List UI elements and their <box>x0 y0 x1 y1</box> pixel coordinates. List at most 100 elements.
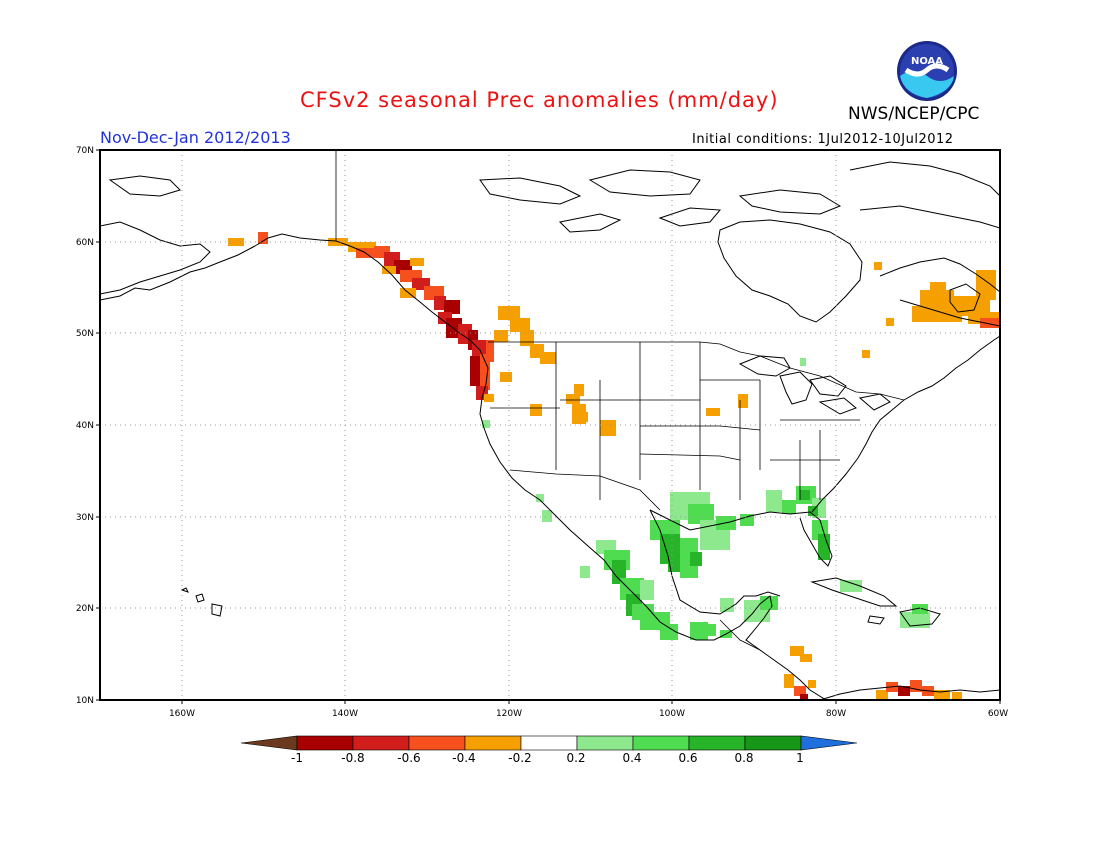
color-bar <box>240 735 858 751</box>
colorbar-label: -0.8 <box>341 751 364 765</box>
anomaly-cell-orange <box>574 384 584 396</box>
anomaly-cell-orange <box>808 680 816 688</box>
anomaly-cell-red <box>434 296 446 310</box>
colorbar-label: -0.2 <box>508 751 531 765</box>
anomaly-cell-orange <box>520 330 534 346</box>
colorbar-label: 0.6 <box>678 751 697 765</box>
anomaly-cell-light-green <box>800 358 806 366</box>
colorbar-label: 0.2 <box>566 751 585 765</box>
anomaly-cell-orange <box>530 404 542 416</box>
political-boundaries <box>335 150 905 651</box>
logo-text: NOAA <box>911 56 943 67</box>
anomaly-cell-orange <box>874 262 882 270</box>
anomaly-cell-orange <box>790 646 804 656</box>
colorbar-segment <box>296 735 354 751</box>
anomaly-cell-light-green <box>840 580 862 592</box>
colorbar-arrow-high <box>800 735 858 751</box>
agency-label: NWS/NCEP/CPC <box>848 104 980 124</box>
anomaly-cell-dark-green <box>690 552 702 566</box>
anomaly-cell-green <box>690 622 708 640</box>
anomaly-cell-orange <box>410 258 424 266</box>
anomaly-cell-orange <box>800 654 812 662</box>
anomaly-cell-orange <box>920 290 954 306</box>
anomaly-cell-light-green <box>640 580 654 600</box>
lat-label: 10N <box>76 696 94 706</box>
anomaly-cell-dark-green <box>668 552 682 572</box>
lon-label: 80W <box>826 709 846 719</box>
anomaly-cell-light-green <box>542 510 552 522</box>
lon-label: 60W <box>988 709 1008 719</box>
anomaly-cell-red <box>472 340 488 358</box>
lat-label: 50N <box>76 329 94 339</box>
noaa-logo-icon: NOAA <box>897 41 957 101</box>
lon-label: 100W <box>659 709 685 719</box>
anomaly-cell-orange <box>784 674 794 688</box>
anomaly-cell-orange <box>912 306 962 322</box>
colorbar-label: 0.8 <box>734 751 753 765</box>
colorbar-segment <box>744 735 802 751</box>
lon-label: 120W <box>496 709 522 719</box>
anomaly-cell-orange <box>862 350 870 358</box>
anomaly-cell-orange <box>952 692 962 700</box>
anomaly-cell-dark-green <box>818 534 830 560</box>
anomaly-cell-orange-red <box>480 354 490 390</box>
anomaly-cell-orange <box>382 266 396 274</box>
anomaly-cell-green <box>782 500 796 514</box>
anomaly-cell-green <box>760 596 778 610</box>
anomaly-cell-light-green <box>482 420 490 428</box>
anomaly-cell-green <box>912 604 928 614</box>
anomaly-cell-orange <box>498 306 520 320</box>
anomaly-cell-orange <box>494 330 508 342</box>
lat-label: 60N <box>76 238 94 248</box>
anomaly-cell-orange <box>484 394 494 402</box>
colorbar-segment <box>688 735 746 751</box>
lon-label: 160W <box>169 709 195 719</box>
anomaly-cell-orange <box>934 690 950 700</box>
chart-title: CFSv2 seasonal Prec anomalies (mm/day) <box>300 88 779 112</box>
lat-label: 20N <box>76 604 94 614</box>
colorbar-segment <box>576 735 634 751</box>
anomaly-cell-green <box>660 624 678 640</box>
anomaly-cell-light-green <box>766 490 782 512</box>
longitude-labels: 160W 140W 120W 100W 80W 60W <box>169 709 1008 719</box>
latitude-labels: 70N 60N 50N 40N 30N 20N 10N <box>76 146 94 706</box>
colorbar-arrow-low <box>240 735 298 751</box>
anomaly-cell-dark-green <box>800 490 810 500</box>
anomaly-cell-orange-red <box>980 318 1000 328</box>
anomaly-cell-dark-red <box>470 356 482 386</box>
colorbar-segment <box>352 735 410 751</box>
colorbar-label: -0.4 <box>452 751 475 765</box>
anomaly-cell-orange-red <box>486 340 494 362</box>
colorbar-segment <box>632 735 690 751</box>
anomaly-cell-green <box>680 538 698 578</box>
anomaly-cell-light-green <box>536 494 544 502</box>
initial-conditions: Initial conditions: 1Jul2012-10Jul2012 <box>692 132 954 147</box>
lat-label: 40N <box>76 421 94 431</box>
lon-label: 140W <box>332 709 358 719</box>
anomaly-cell-orange <box>876 690 888 700</box>
anomaly-cell-orange <box>600 420 616 436</box>
grid-lines <box>100 150 1000 700</box>
anomaly-cell-orange <box>500 372 512 382</box>
anomaly-cell-light-green <box>580 566 590 578</box>
anomaly-cell-orange <box>706 408 720 416</box>
anomaly-cell-dark-red <box>898 686 910 696</box>
anomaly-cell-orange <box>950 296 990 316</box>
color-bar-labels: -1 -0.8 -0.6 -0.4 -0.2 0.2 0.4 0.6 0.8 1 <box>291 751 804 765</box>
forecast-period: Nov-Dec-Jan 2012/2013 <box>100 128 291 147</box>
tick-marks <box>96 149 1001 704</box>
colorbar-segment <box>464 735 522 751</box>
anomaly-cell-green <box>706 624 716 636</box>
colorbar-label: 0.4 <box>622 751 641 765</box>
anomaly-cell-orange <box>886 318 894 326</box>
colorbar-label: -1 <box>291 751 303 765</box>
anomaly-cell-orange <box>540 352 556 364</box>
anomaly-cell-orange-red <box>258 232 268 244</box>
lat-label: 30N <box>76 513 94 523</box>
colorbar-segment <box>408 735 466 751</box>
lat-label: 70N <box>76 146 94 156</box>
anomaly-cell-orange <box>578 412 588 422</box>
colorbar-segment <box>520 735 578 751</box>
anomaly-cell-orange <box>348 242 376 252</box>
